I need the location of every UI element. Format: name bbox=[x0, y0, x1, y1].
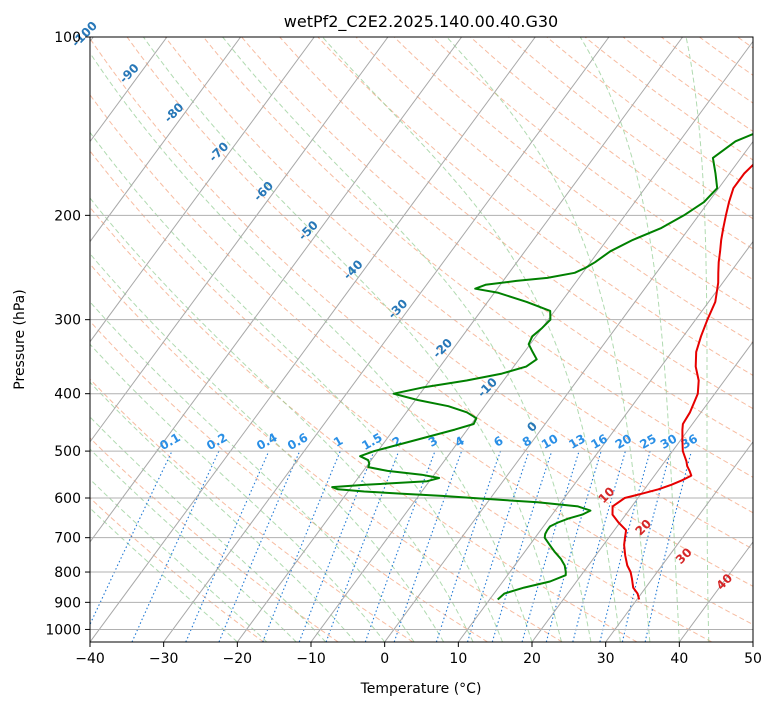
dry-adiabat bbox=[164, 37, 753, 514]
dewpoint-line bbox=[331, 133, 753, 601]
x-tick-label: 10 bbox=[449, 651, 467, 667]
background-lines bbox=[90, 37, 753, 642]
y-tick-label: 300 bbox=[54, 313, 81, 329]
isotherm bbox=[236, 37, 684, 642]
y-axis: 1000 900 800 700 600 500 400 300 200 100 bbox=[45, 30, 90, 638]
dry-adiabat bbox=[317, 37, 753, 376]
x-axis: −40 −30 −20 −10 0 10 20 30 40 50 bbox=[75, 642, 762, 667]
dry-adiabat bbox=[241, 37, 753, 444]
moist-adiabat bbox=[90, 416, 327, 642]
dry-adiabat bbox=[393, 37, 753, 312]
isotherm bbox=[90, 37, 536, 642]
isotherm bbox=[605, 440, 753, 642]
isotherm bbox=[90, 37, 389, 443]
y-tick-label: 900 bbox=[54, 595, 81, 611]
x-tick-label: −10 bbox=[296, 651, 326, 667]
dry-adiabat bbox=[90, 150, 712, 642]
mixing-ratio-line bbox=[435, 450, 502, 642]
y-tick-label: 200 bbox=[54, 208, 81, 224]
moist-adiabat bbox=[142, 37, 562, 642]
moist-adiabat bbox=[90, 131, 503, 642]
dry-adiabat bbox=[355, 37, 753, 344]
x-tick-label: 0 bbox=[380, 651, 389, 667]
y-tick-label: 400 bbox=[54, 387, 81, 403]
chart-title: wetPf2_C2E2.2025.140.00.40.G30 bbox=[284, 12, 558, 32]
x-axis-label: Temperature (°C) bbox=[360, 681, 482, 697]
moist-adiabat bbox=[90, 252, 445, 642]
isotherm bbox=[384, 140, 753, 642]
temperature-line bbox=[611, 163, 753, 600]
dry-adiabat bbox=[90, 37, 753, 587]
grid-lines bbox=[90, 37, 753, 642]
x-tick-label: 20 bbox=[523, 651, 541, 667]
dry-adiabat bbox=[470, 37, 753, 250]
dry-adiabat bbox=[90, 320, 488, 642]
dry-adiabat bbox=[90, 206, 638, 642]
x-tick-label: −30 bbox=[149, 651, 179, 667]
mixing-ratio-line bbox=[325, 450, 400, 642]
dry-adiabat bbox=[279, 37, 753, 410]
isotherm bbox=[90, 37, 168, 143]
moist-adiabat bbox=[579, 37, 680, 642]
dry-adiabat bbox=[90, 497, 264, 642]
mixing-ratio-line bbox=[545, 450, 602, 642]
y-axis-label: Pressure (hPa) bbox=[12, 289, 28, 389]
mixing-ratio-line bbox=[572, 450, 626, 642]
mixing-ratio-line bbox=[185, 450, 270, 642]
mixing-ratio-line bbox=[466, 450, 530, 642]
x-tick-label: −40 bbox=[75, 651, 105, 667]
mixing-ratio-line bbox=[262, 450, 341, 642]
x-tick-label: 40 bbox=[670, 651, 688, 667]
mixing-ratio-line bbox=[491, 450, 553, 642]
mixing-ratio-line bbox=[218, 450, 301, 642]
moist-adiabat bbox=[90, 301, 415, 642]
moist-adiabat bbox=[322, 37, 621, 642]
mixing-ratio-line bbox=[298, 450, 375, 642]
moist-adiabat bbox=[90, 381, 356, 642]
mixing-ratio-line bbox=[521, 450, 580, 642]
dry-adiabat bbox=[90, 93, 753, 626]
dry-adiabat bbox=[584, 37, 753, 161]
moist-adiabat bbox=[446, 37, 651, 642]
isotherm bbox=[163, 37, 610, 642]
y-tick-label: 800 bbox=[54, 565, 81, 581]
moist-adiabat bbox=[685, 37, 710, 642]
series-layer bbox=[331, 133, 753, 601]
dry-adiabat bbox=[203, 37, 753, 478]
moist-adiabat bbox=[90, 52, 533, 642]
isotherm bbox=[90, 37, 463, 543]
y-tick-label: 1000 bbox=[45, 622, 81, 638]
x-tick-label: 50 bbox=[744, 651, 762, 667]
moist-adiabat bbox=[222, 37, 592, 642]
dry-adiabat bbox=[90, 263, 563, 642]
plot-frame bbox=[89, 36, 754, 643]
isotherm bbox=[531, 340, 753, 642]
mixing-ratio-line bbox=[621, 450, 672, 642]
isotherm bbox=[310, 40, 753, 642]
dry-adiabat bbox=[126, 37, 753, 550]
isotherm bbox=[457, 240, 753, 642]
x-tick-label: −20 bbox=[223, 651, 253, 667]
y-tick-label: 100 bbox=[54, 30, 81, 46]
x-tick-label: 30 bbox=[597, 651, 615, 667]
moist-adiabat bbox=[90, 197, 474, 642]
y-tick-label: 600 bbox=[54, 491, 81, 507]
y-tick-label: 700 bbox=[54, 531, 81, 547]
y-tick-label: 500 bbox=[54, 444, 81, 460]
moist-adiabat bbox=[90, 448, 297, 642]
isotherm bbox=[90, 37, 315, 343]
dry-adiabat bbox=[546, 37, 753, 190]
isotherm bbox=[90, 37, 242, 243]
